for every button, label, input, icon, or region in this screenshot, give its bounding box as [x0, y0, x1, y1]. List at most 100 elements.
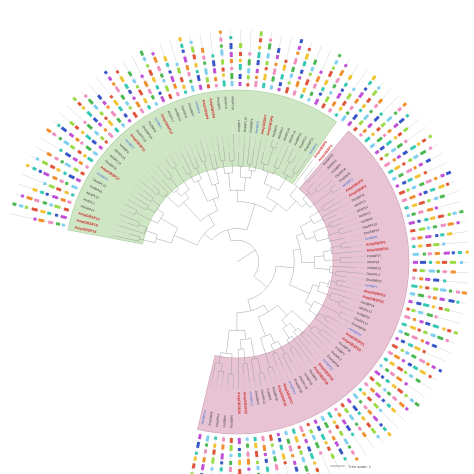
motif-segment — [377, 98, 384, 105]
leaf-tip — [216, 135, 219, 150]
motif-segment — [369, 387, 376, 393]
motif-segment — [24, 205, 29, 210]
motif-segment — [318, 92, 323, 97]
tree-branch — [327, 231, 340, 236]
motif-segment — [190, 85, 195, 92]
motif-segment — [297, 45, 302, 51]
motif-segment — [113, 127, 120, 133]
leaf-label: PtoSBP21 — [351, 192, 366, 202]
motif-segment — [411, 236, 416, 241]
motif-segment — [358, 387, 363, 392]
motif-segment — [401, 358, 406, 363]
motif-segment — [58, 136, 63, 141]
tree-branch — [300, 220, 312, 227]
motif-segment — [353, 98, 360, 104]
motif-segment — [397, 106, 403, 112]
motif-segment — [432, 225, 438, 229]
motif-segment — [445, 182, 450, 187]
motif-segment — [411, 203, 418, 208]
motif-segment — [320, 433, 326, 441]
leaf-tip — [221, 134, 224, 149]
motif-segment — [413, 165, 418, 170]
motif-segment — [254, 80, 258, 88]
motif-segment — [403, 331, 410, 337]
motif-segment — [127, 118, 132, 123]
motif-segment — [357, 426, 363, 432]
motif-segment — [98, 145, 104, 150]
motif-segment — [189, 40, 193, 44]
motif-segment — [333, 407, 338, 412]
motif-segment — [315, 75, 321, 83]
motif-segment — [253, 442, 258, 449]
motif-ray — [277, 36, 293, 94]
motif-ray — [245, 435, 251, 474]
leaf-label: AthSPL1 — [83, 197, 96, 205]
motif-segment — [415, 378, 422, 384]
leaf-tip — [300, 356, 309, 369]
motif-segment — [295, 51, 300, 56]
tree-branch — [139, 238, 156, 243]
motif-segment — [433, 242, 440, 247]
motif-segment — [323, 440, 328, 445]
leaf-tip — [349, 277, 364, 280]
motif-segment — [386, 115, 393, 123]
motif-segment — [42, 171, 50, 177]
leaf-tip — [339, 207, 353, 214]
motif-segment — [127, 89, 133, 95]
leaf-tip — [178, 147, 186, 161]
motif-ray — [209, 31, 219, 90]
motif-segment — [38, 169, 43, 174]
motif-segment — [156, 65, 162, 72]
motif-ray — [408, 220, 466, 233]
motif-segment — [408, 299, 413, 304]
leaf-tip — [308, 350, 318, 362]
tree-branch — [158, 192, 164, 198]
motif-segment — [292, 90, 297, 96]
motif-segment — [358, 132, 364, 138]
leaf-tip — [227, 375, 229, 390]
tree-branch — [282, 328, 290, 339]
motif-segment — [79, 140, 84, 146]
motif-segment — [102, 100, 107, 106]
tree-branch — [311, 190, 317, 196]
tree-scale-label: Tree scale: 1 — [348, 464, 372, 469]
motif-ray — [159, 43, 180, 98]
motif-ray — [402, 191, 459, 210]
motif-segment — [85, 145, 92, 152]
leaf-tip — [319, 340, 331, 351]
leaf-tip — [120, 208, 134, 215]
leaf-tip — [150, 167, 161, 178]
motif-ray — [150, 46, 173, 101]
motif-ray — [113, 65, 145, 115]
leaf-label: AtriSBP6 — [254, 120, 260, 133]
motif-ray — [284, 38, 304, 96]
motif-segment — [395, 183, 400, 188]
motif-segment — [302, 60, 307, 67]
motif-segment — [205, 77, 210, 83]
motif-segment — [350, 450, 356, 456]
tree-branch — [174, 235, 198, 246]
leaf-label: PtoSBP24 — [360, 300, 375, 308]
leaf-tip — [316, 170, 327, 181]
motif-segment — [437, 214, 445, 219]
leaf-tip — [135, 183, 147, 193]
motif-ray — [357, 386, 399, 429]
motif-segment — [12, 202, 17, 207]
tree-scale: Tree scale: 1 — [330, 464, 372, 469]
motif-segment — [298, 425, 304, 433]
motif-segment — [407, 362, 413, 367]
motif-segment — [434, 206, 439, 210]
motif-segment — [33, 217, 37, 221]
motif-segment — [261, 82, 266, 89]
clade-band-pink — [197, 130, 410, 435]
leaf-label: AtriSBP9 — [308, 142, 319, 155]
motif-segment — [211, 60, 216, 67]
motif-ray — [352, 392, 392, 437]
motif-segment — [308, 72, 313, 77]
motif-segment — [55, 222, 61, 226]
motif-segment — [68, 132, 75, 138]
motif-segment — [277, 87, 281, 92]
motif-segment — [411, 212, 416, 217]
leaf-label: AtriSBP8 — [96, 171, 109, 181]
